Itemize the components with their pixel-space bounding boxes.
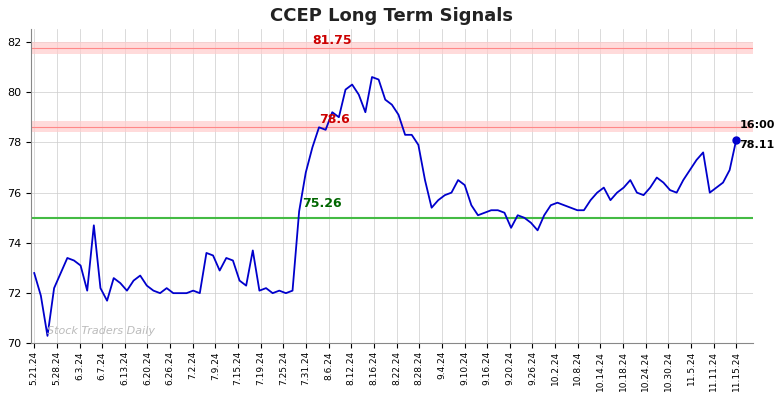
Text: Stock Traders Daily: Stock Traders Daily [48,326,155,336]
Bar [31,121,753,132]
Text: 78.11: 78.11 [739,140,775,150]
Bar [31,42,753,55]
Text: 16:00: 16:00 [739,120,775,130]
Text: 78.6: 78.6 [319,113,350,126]
Text: 75.26: 75.26 [303,197,342,210]
Title: CCEP Long Term Signals: CCEP Long Term Signals [270,7,514,25]
Text: 81.75: 81.75 [312,34,352,47]
